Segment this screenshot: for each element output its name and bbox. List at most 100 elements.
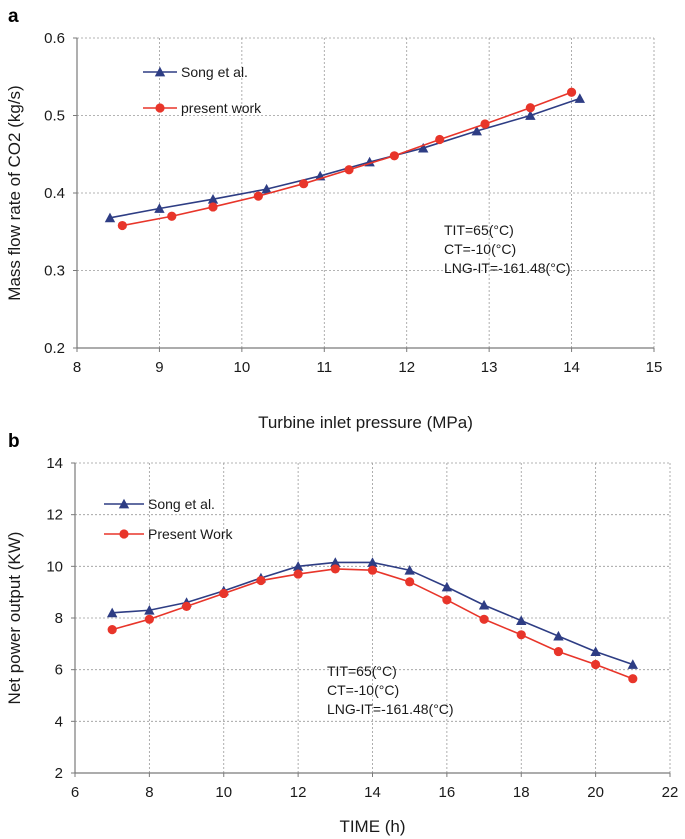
data-point-present [293,569,303,579]
condition-annotation: TIT=65(°C) [327,663,397,679]
legend: Song et al. Present Work [104,496,234,542]
legend-label: present work [181,100,262,116]
data-point-present [167,211,177,221]
data-point-present [117,220,127,231]
data-point-song [367,557,378,567]
condition-annotation: LNG-IT=-161.48(°C) [444,260,571,276]
y-axis-title: Net power output (KW) [5,532,24,705]
legend-label: Song et al. [181,64,248,80]
data-point-present [144,614,154,624]
data-point-song [471,125,482,136]
x-tick-label: 12 [398,359,415,376]
data-point-present [628,674,638,684]
data-point-present [591,659,601,670]
y-tick-label: 2 [55,765,63,782]
data-point-song [261,183,272,194]
chart-panel-a: a 8 9 10 11 12 13 14 15 0.2 0.3 0.4 0.5 0.6 Turbine in… [5,6,662,432]
x-axis-title: TIME (h) [339,817,405,836]
data-point-present [442,595,452,605]
x-tick-label: 10 [215,784,232,801]
data-point-present [181,601,192,611]
y-tick-label: 0.4 [44,185,65,202]
panel-label: b [8,431,20,452]
x-tick-label: 18 [513,784,530,801]
panel-label: a [8,6,19,27]
data-point-song [574,93,586,103]
data-point-song [478,599,490,610]
data-point-present [516,630,526,640]
y-tick-label: 6 [55,662,63,679]
data-point-song [104,212,116,223]
data-point-present [405,577,415,587]
legend-marker [155,103,165,113]
legend-marker [118,498,130,509]
data-point-song [106,607,118,618]
y-axis-title: Mass flow rate of CO2 (kg/s) [5,85,24,300]
legend-marker [119,529,129,539]
x-tick-label: 11 [316,359,332,376]
x-tick-label: 9 [155,359,163,376]
data-point-present [435,134,445,145]
x-tick-label: 15 [646,359,663,376]
data-point-song [404,565,415,575]
condition-annotation: CT=-10(°C) [444,241,516,257]
condition-annotation: TIT=65(°C) [444,222,514,238]
x-tick-label: 20 [587,784,604,801]
x-tick-label: 6 [71,784,79,801]
y-tick-label: 0.2 [44,340,65,357]
y-tick-label: 0.5 [44,108,65,125]
data-point-song [627,659,639,669]
legend-label: Song et al. [148,496,215,512]
data-point-song [525,110,536,120]
data-point-song [292,561,304,571]
data-point-present [253,191,263,201]
data-point-present [367,565,378,575]
legend-label: Present Work [148,526,234,542]
data-point-present [344,165,354,175]
data-point-present [208,202,218,212]
data-point-present [256,575,266,586]
y-tick-label: 10 [46,558,63,575]
data-point-present [107,625,117,635]
data-point-song [330,557,341,567]
data-point-present [389,151,399,161]
data-point-present [219,588,229,599]
condition-annotation: CT=-10(°C) [327,682,399,698]
data-point-present [299,179,309,189]
x-tick-label: 14 [563,359,580,376]
data-point-song [590,646,601,657]
data-point-song [207,194,219,204]
x-tick-label: 14 [364,784,381,801]
legend-marker [154,66,166,77]
x-axis-title: Turbine inlet pressure (MPa) [258,413,473,432]
data-point-present [566,87,577,97]
data-point-present [330,564,340,574]
x-tick-label: 13 [481,359,498,376]
data-point-present [480,119,490,129]
data-point-song [144,605,155,615]
y-tick-label: 14 [46,455,63,472]
x-tick-label: 22 [662,784,679,801]
data-point-song [516,615,527,626]
y-tick-label: 12 [46,507,63,524]
data-point-song [441,581,453,592]
data-point-song [418,142,429,153]
data-point-song [553,630,564,641]
x-tick-label: 16 [439,784,456,801]
legend: Song et al. present work [143,64,262,116]
data-point-present [479,614,489,624]
y-tick-label: 4 [55,713,63,730]
series-line-song [109,97,581,219]
x-tick-label: 8 [145,784,153,801]
y-tick-label: 0.6 [44,30,65,47]
condition-annotation: LNG-IT=-161.48(°C) [327,701,454,717]
x-tick-label: 10 [234,359,251,376]
data-point-present [525,103,535,113]
y-tick-label: 8 [55,610,63,627]
x-tick-label: 8 [73,359,81,376]
data-point-song [154,203,165,213]
y-tick-label: 0.3 [44,263,65,280]
data-point-present [553,646,564,657]
